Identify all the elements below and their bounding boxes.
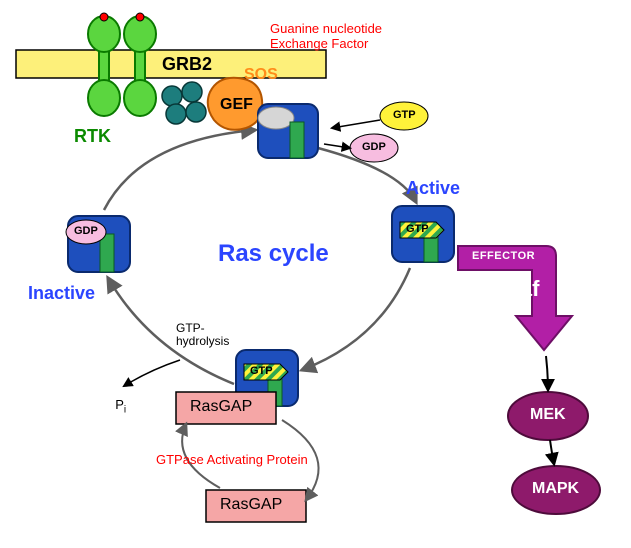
label-sos: SOS [244, 66, 278, 84]
label-rasgap-free: RasGAP [220, 496, 282, 514]
label-gef: GEF [220, 96, 253, 114]
title-ras-cycle: Ras cycle [218, 240, 329, 268]
label-gtp-active: GTP [406, 223, 429, 235]
gdp-out-arrow [324, 144, 350, 148]
pi-arrow [124, 360, 180, 386]
mek-mapk-arrow [550, 440, 554, 464]
label-rtk: RTK [74, 126, 111, 147]
label-gap-subtitle: GTPase Activating Protein [156, 452, 308, 467]
label-gtp-free: GTP [393, 109, 416, 121]
label-mapk: MAPK [532, 480, 579, 498]
raf-mek-arrow [546, 356, 548, 390]
pi-p: P [115, 397, 124, 412]
label-inactive: Inactive [28, 283, 95, 304]
label-gef-subtitle: Guanine nucleotide Exchange Factor [270, 22, 382, 52]
label-mek: MEK [530, 406, 566, 424]
gtp-in-arrow [332, 120, 380, 128]
label-raf: Raf [504, 276, 539, 302]
label-gtp-bottom: GTP [250, 365, 273, 377]
label-active: Active [406, 178, 460, 199]
label-gdp-inactive: GDP [74, 225, 98, 237]
label-hydrolysis: GTP- hydrolysis [176, 322, 229, 348]
label-pi: Pi [108, 382, 126, 416]
label-effector: EFFECTOR [472, 250, 535, 262]
svg-layer [0, 0, 631, 548]
label-rasgap-bound: RasGAP [190, 398, 252, 416]
rtk-protein [88, 13, 156, 116]
diagram-stage: { "title": { "text": "Ras cycle", "color… [0, 0, 631, 548]
label-gdp-free: GDP [362, 141, 386, 153]
label-grb2: GRB2 [162, 54, 212, 75]
pi-i: i [124, 405, 126, 416]
grb2-protein [162, 82, 206, 124]
ras-top [258, 104, 318, 158]
